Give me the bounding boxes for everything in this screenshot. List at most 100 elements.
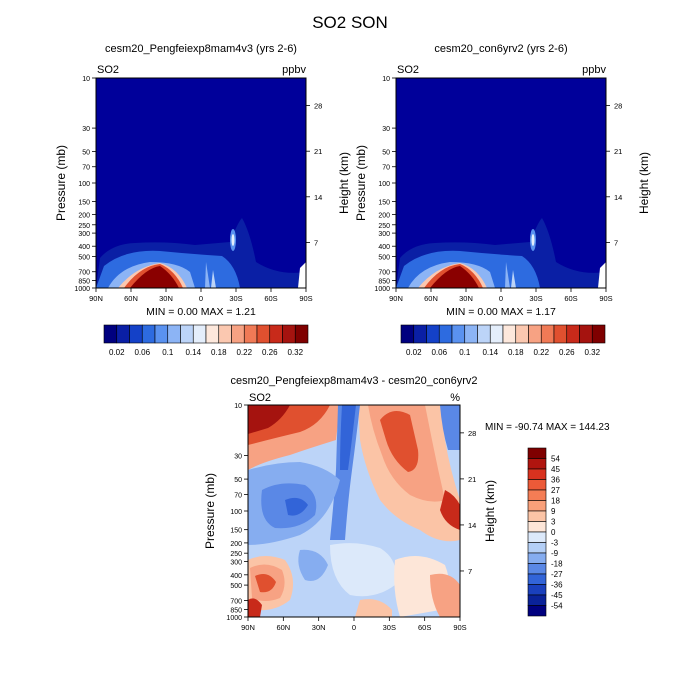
xtick-label: 90N (89, 294, 103, 303)
colorbar-swatch (527, 468, 547, 480)
colorbar-label: 0.32 (287, 348, 303, 357)
ytick-label: 250 (230, 551, 242, 558)
panel-c-units-label: % (450, 392, 460, 404)
colorbar-swatch (218, 324, 232, 344)
colorbar-swatch (231, 324, 245, 344)
xtick-label: 90N (241, 623, 255, 632)
colorbar-swatch (103, 324, 118, 344)
ytick-label: 150 (378, 199, 390, 206)
y2tick-label: 28 (468, 429, 476, 438)
colorbar-label: 0.02 (109, 348, 125, 357)
xtick-label: 90S (599, 294, 612, 303)
colorbar-swatch (180, 324, 194, 344)
colorbar-swatch (141, 324, 156, 344)
xtick-label: 60S (564, 294, 577, 303)
colorbar-swatch (579, 324, 593, 344)
colorbar-label: -18 (551, 560, 563, 569)
ytick-label: 400 (378, 244, 390, 251)
colorbar-label: 0.1 (459, 348, 471, 357)
y2tick-label: 14 (614, 193, 622, 202)
colorbar-swatch (527, 458, 547, 470)
y2tick-label: 28 (314, 102, 322, 111)
ytick-label: 700 (230, 599, 242, 606)
ytick-label: 700 (78, 270, 90, 277)
y2tick-label: 21 (614, 147, 622, 156)
ytick-label: 1000 (226, 615, 242, 622)
panel-a-axes: 1030507010015020025030040050070085010002… (74, 76, 322, 303)
xtick-label: 90S (453, 623, 466, 632)
xtick-label: 0 (352, 623, 356, 632)
colorbar-swatch (527, 563, 547, 575)
ytick-label: 500 (378, 254, 390, 261)
ytick-label: 30 (382, 126, 390, 133)
panel-c-contour-field (248, 405, 460, 617)
colorbar-swatch (116, 324, 130, 344)
panel-c-variable-label: SO2 (249, 392, 271, 404)
ytick-label: 1000 (74, 286, 90, 293)
ytick-label: 850 (378, 279, 390, 286)
colorbar-label: 0.14 (482, 348, 498, 357)
colorbar-swatch (129, 324, 143, 344)
ytick-label: 10 (234, 403, 242, 410)
colorbar-label: -54 (551, 602, 563, 611)
colorbar-swatch (527, 542, 547, 554)
colorbar-swatch (553, 324, 568, 344)
colorbar-label: -9 (551, 549, 559, 558)
colorbar-label: 0.06 (431, 348, 447, 357)
xtick-label: 90N (389, 294, 403, 303)
ytick-label: 500 (230, 583, 242, 590)
ytick-label: 500 (78, 254, 90, 261)
colorbar-swatch (527, 573, 547, 585)
panel-b-variable-label: SO2 (397, 64, 419, 76)
colorbar-swatch (205, 324, 220, 344)
colorbar-swatch (167, 324, 181, 344)
ytick-label: 50 (382, 149, 390, 156)
colorbar-swatch (400, 324, 415, 344)
colorbar-swatch (515, 324, 529, 344)
xtick-label: 0 (199, 294, 203, 303)
xtick-label: 30S (383, 623, 396, 632)
colorbar-swatch (566, 324, 580, 344)
ytick-label: 30 (82, 126, 90, 133)
panel-c-axes: 1030507010015020025030040050070085010002… (226, 403, 476, 632)
ytick-label: 300 (230, 560, 242, 567)
xtick-label: 60N (124, 294, 138, 303)
panel-a-units-label: ppbv (282, 64, 306, 76)
colorbar-swatch (294, 324, 309, 344)
colorbar-swatch (527, 510, 547, 522)
ytick-label: 400 (78, 244, 90, 251)
ytick-label: 200 (378, 213, 390, 220)
colorbar-swatch (527, 479, 547, 491)
colorbar-swatch (527, 521, 547, 533)
ytick-label: 100 (230, 509, 242, 516)
xtick-label: 90S (299, 294, 312, 303)
colorbar-swatch (502, 324, 517, 344)
colorbar-label: 0.22 (533, 348, 549, 357)
colorbar-swatch (527, 500, 547, 512)
colorbar-swatch (192, 324, 207, 344)
xtick-label: 30N (159, 294, 173, 303)
ytick-label: 250 (378, 223, 390, 230)
panel-b-contour-field (396, 78, 606, 288)
ytick-label: 1000 (374, 286, 390, 293)
colorbar-swatch (527, 531, 547, 543)
ytick-label: 300 (78, 231, 90, 238)
ytick-label: 100 (78, 181, 90, 188)
panel-b-units-label: ppbv (582, 64, 606, 76)
ytick-label: 250 (78, 223, 90, 230)
colorbar-label: 0.18 (508, 348, 524, 357)
panel-c-title: cesm20_Pengfeiexp8mam4v3 - cesm20_con6yr… (230, 375, 477, 387)
colorbar-label: 9 (551, 507, 556, 516)
colorbar-swatch (527, 552, 547, 564)
y2tick-label: 7 (314, 238, 318, 247)
colorbar-label: 0.18 (211, 348, 227, 357)
xtick-label: 30S (529, 294, 542, 303)
ytick-label: 50 (82, 149, 90, 156)
colorbar-label: -36 (551, 581, 563, 590)
panel-a: cesm20_Pengfeiexp8mam4v3 (yrs 2-6) SO2 p… (54, 43, 351, 357)
xtick-label: 30N (459, 294, 473, 303)
panel-a-contour-field (96, 78, 306, 288)
ytick-label: 150 (230, 528, 242, 535)
ytick-label: 30 (234, 454, 242, 461)
